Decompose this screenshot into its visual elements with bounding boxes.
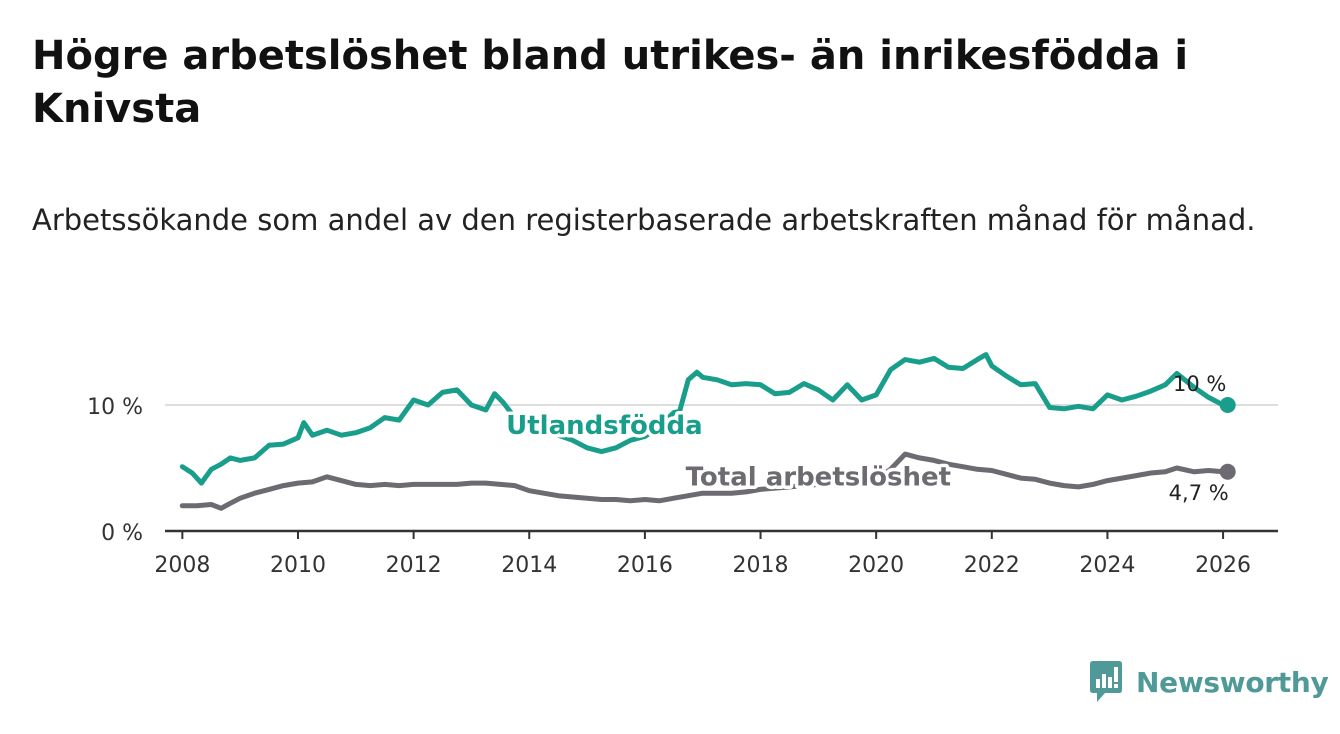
chart-subtitle: Arbetssökande som andel av den registerb… (32, 203, 1256, 237)
x-tick-label: 2016 (617, 553, 673, 578)
chart-title: Högre arbetslöshet bland utrikes- än inr… (32, 33, 1189, 132)
x-tick-label: 2020 (848, 553, 904, 578)
x-tick-label: 2010 (270, 553, 326, 578)
x-tick-label: 2008 (154, 553, 210, 578)
series-line-1 (179, 451, 1231, 511)
series-label: Utlandsfödda (506, 411, 703, 441)
series-end-point-1 (1219, 463, 1236, 480)
series-line-0 (179, 352, 1231, 486)
x-tick-label: 2026 (1195, 553, 1251, 578)
x-tick-label: 2024 (1079, 553, 1135, 578)
x-tick-label: 2012 (386, 553, 442, 578)
newsworthy-brand: Newsworthy (1088, 658, 1329, 706)
series-end-point-0 (1219, 397, 1236, 413)
series-end-label: 10 % (1173, 372, 1226, 396)
y-tick-label: 0 % (101, 521, 143, 546)
newsworthy-logo-icon (1090, 661, 1122, 702)
x-tick-label: 2022 (964, 553, 1020, 578)
x-tick-label: 2014 (501, 553, 557, 578)
brand-name: Newsworthy (1136, 665, 1329, 699)
x-tick-label: 2018 (733, 553, 789, 578)
series-label: Total arbetslöshet (686, 463, 951, 493)
series-end-label: 4,7 % (1169, 481, 1229, 505)
y-tick-label: 10 % (87, 395, 143, 420)
